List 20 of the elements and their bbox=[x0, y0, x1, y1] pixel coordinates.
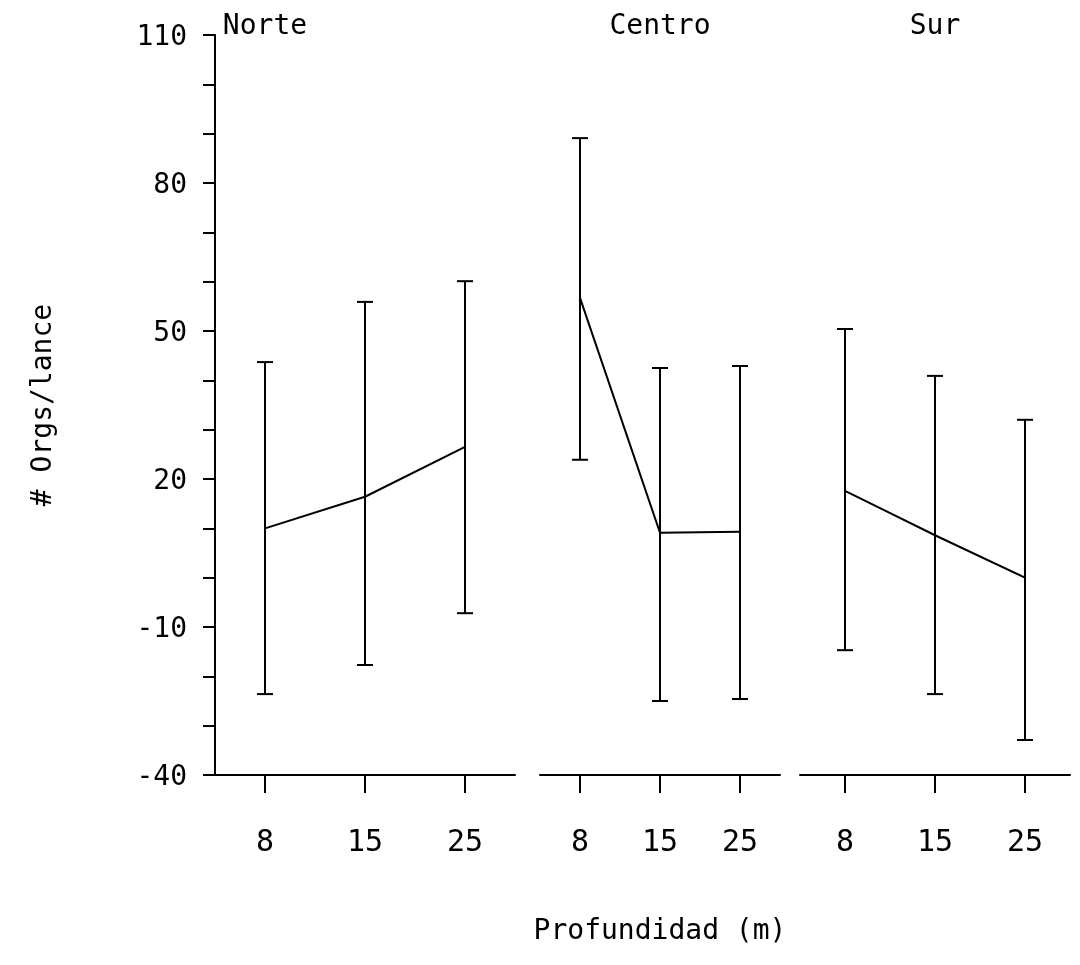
y-tick-label: 50 bbox=[153, 314, 187, 348]
x-tick-label: 8 bbox=[255, 822, 275, 858]
chart-title: Sur bbox=[909, 7, 961, 41]
chart-title: Centro bbox=[609, 7, 711, 41]
x-tick-label: 25 bbox=[446, 822, 484, 858]
y-tick-label: 80 bbox=[153, 166, 187, 200]
x-axis-title: Profundidad (m) bbox=[533, 912, 787, 946]
y-axis-title: # Orgs/lance bbox=[24, 303, 58, 507]
x-tick-label: 15 bbox=[346, 822, 384, 858]
chart-title: Norte bbox=[222, 7, 308, 41]
y-tick-label: 110 bbox=[136, 18, 187, 52]
y-tick-label: -10 bbox=[136, 610, 187, 644]
x-tick-label: 8 bbox=[570, 822, 590, 858]
x-tick-label: 25 bbox=[1006, 822, 1044, 858]
x-tick-label: 15 bbox=[916, 822, 954, 858]
y-tick-label: -40 bbox=[136, 758, 187, 792]
x-tick-label: 15 bbox=[641, 822, 679, 858]
y-tick-label: 20 bbox=[153, 462, 187, 496]
x-tick-label: 8 bbox=[835, 822, 855, 858]
x-tick-label: 25 bbox=[721, 822, 759, 858]
